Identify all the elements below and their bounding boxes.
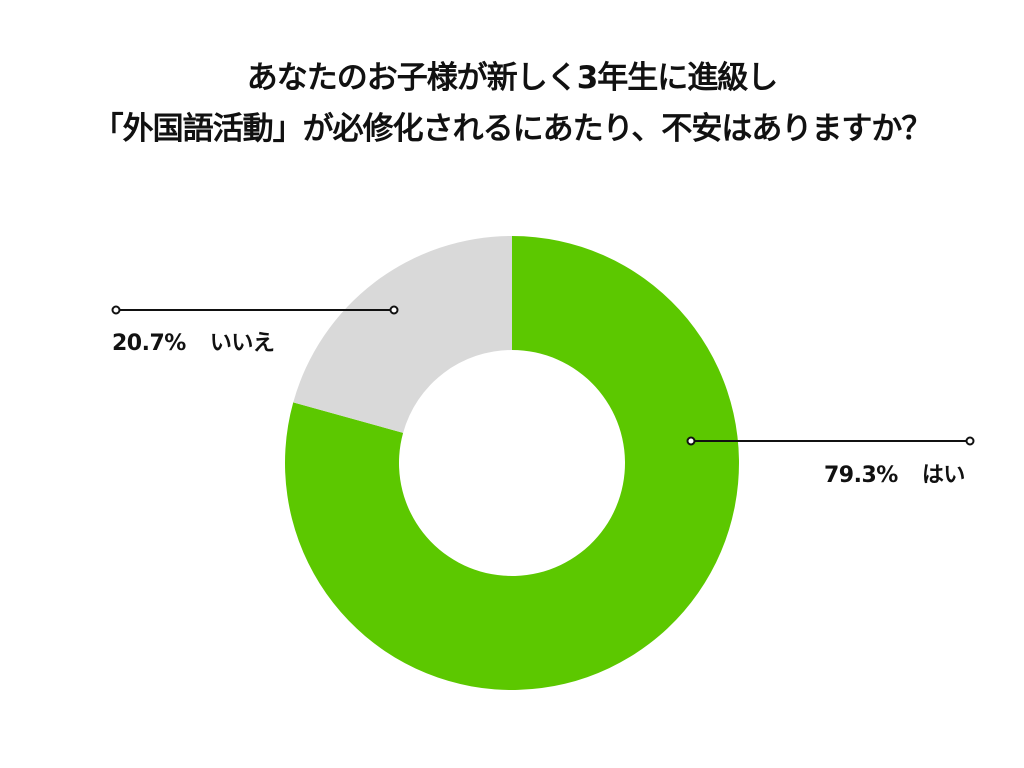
slice-yes	[284, 236, 739, 690]
slice-no	[293, 236, 512, 433]
leader-line-yes	[686, 436, 975, 446]
label-yes: 79.3% はい	[824, 457, 965, 489]
label-no-percent: 20.7%	[112, 331, 186, 356]
chart-title-line-1: あなたのお子様が新しく3年生に進級し	[246, 60, 779, 96]
label-no-text: いいえ	[209, 331, 275, 356]
chart-title-line-2: 「外国語活動」が必修化されるにあたり、不安はありますか？	[92, 111, 933, 147]
label-yes-text: はい	[921, 463, 966, 488]
donut-slices	[284, 236, 739, 690]
label-yes-percent: 79.3%	[824, 463, 898, 488]
leader-line-no	[111, 305, 399, 315]
label-no: 20.7% いいえ	[112, 325, 275, 357]
